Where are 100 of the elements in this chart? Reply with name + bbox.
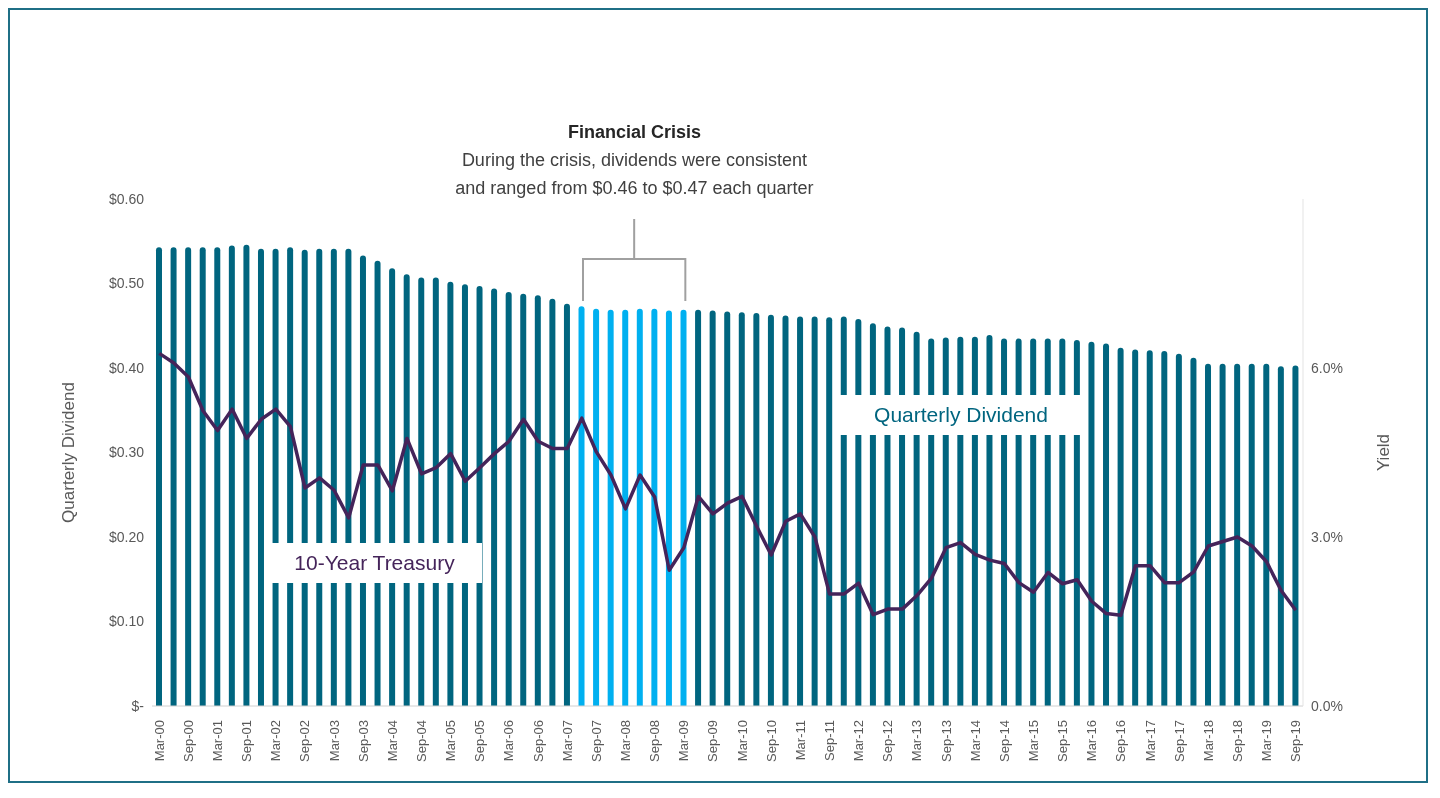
x-tick-label: Mar-12 bbox=[851, 720, 867, 762]
bar bbox=[1190, 357, 1197, 706]
x-tick-label: Sep-14 bbox=[996, 720, 1012, 762]
bar bbox=[185, 247, 192, 706]
x-tick-label: Sep-01 bbox=[239, 720, 255, 762]
y-tick-label: $0.40 bbox=[108, 359, 145, 376]
bar bbox=[665, 310, 672, 706]
bar bbox=[1248, 363, 1255, 706]
bar bbox=[1117, 347, 1124, 706]
x-tick-label: Mar-06 bbox=[501, 720, 517, 762]
bar bbox=[1234, 363, 1241, 706]
bar bbox=[214, 247, 221, 706]
y2-axis-title: Yield bbox=[1374, 433, 1394, 472]
bar bbox=[1263, 363, 1270, 706]
bar bbox=[636, 308, 643, 706]
x-tick-label: Mar-02 bbox=[268, 720, 284, 762]
bar bbox=[797, 316, 804, 706]
bar bbox=[724, 311, 731, 706]
text: and ranged from $0.46 to $0.47 each quarter bbox=[454, 177, 815, 200]
bar bbox=[228, 245, 235, 706]
bar bbox=[782, 315, 789, 706]
x-tick-label: Sep-07 bbox=[588, 720, 604, 762]
x-tick-label: Mar-09 bbox=[676, 720, 692, 762]
x-tick-label: Sep-15 bbox=[1055, 720, 1071, 762]
bar bbox=[1219, 363, 1226, 706]
x-tick-label: Sep-08 bbox=[647, 720, 663, 762]
bar bbox=[680, 309, 687, 706]
x-tick-label: Mar-18 bbox=[1200, 720, 1216, 762]
bar bbox=[1292, 365, 1299, 706]
bar bbox=[826, 317, 833, 706]
bar bbox=[578, 306, 585, 706]
bar bbox=[505, 291, 512, 706]
x-tick-label: Sep-03 bbox=[355, 720, 371, 762]
x-tick-label: Sep-12 bbox=[880, 720, 896, 762]
bar bbox=[1103, 343, 1110, 706]
bar bbox=[622, 309, 629, 706]
y2-tick-label: 6.0% bbox=[1311, 359, 1343, 376]
bar bbox=[1175, 353, 1182, 706]
x-tick-label: Sep-02 bbox=[297, 720, 313, 762]
x-tick-label: Sep-19 bbox=[1288, 720, 1304, 762]
x-tick-label: Mar-00 bbox=[151, 720, 167, 762]
y-tick-label: $0.20 bbox=[108, 528, 145, 545]
y-tick-label: $0.30 bbox=[108, 444, 145, 461]
x-tick-label: Mar-13 bbox=[909, 720, 925, 762]
x-tick-label: Sep-00 bbox=[180, 720, 196, 762]
x-tick-label: Sep-05 bbox=[472, 720, 488, 762]
y-axis-title: Quarterly Dividend bbox=[59, 382, 79, 523]
bar bbox=[1132, 349, 1139, 706]
x-tick-label: Mar-05 bbox=[443, 720, 459, 762]
x-tick-label: Sep-16 bbox=[1113, 720, 1129, 762]
bar bbox=[476, 286, 483, 706]
bar bbox=[767, 314, 774, 706]
bar bbox=[170, 247, 177, 706]
y2-tick-label: 3.0% bbox=[1311, 528, 1343, 545]
bar bbox=[257, 248, 264, 706]
bar bbox=[243, 244, 250, 706]
bar bbox=[491, 288, 498, 706]
bar bbox=[549, 298, 556, 706]
x-tick-label: Sep-10 bbox=[763, 720, 779, 762]
x-tick-label: Mar-11 bbox=[792, 720, 808, 761]
x-tick-label: Sep-11 bbox=[821, 720, 837, 761]
x-tick-label: Mar-07 bbox=[559, 720, 575, 762]
bar bbox=[563, 303, 570, 706]
bar bbox=[811, 316, 818, 706]
x-tick-label: Sep-13 bbox=[938, 720, 954, 762]
bar bbox=[520, 293, 527, 706]
bar bbox=[272, 248, 279, 706]
x-tick-label: Mar-16 bbox=[1084, 720, 1100, 762]
bar bbox=[1277, 366, 1284, 706]
x-tick-label: Mar-03 bbox=[326, 720, 342, 762]
x-tick-label: Sep-09 bbox=[705, 720, 721, 762]
text: 10-Year Treasury bbox=[294, 551, 455, 575]
bar bbox=[709, 310, 716, 706]
series-label: Quarterly Dividend bbox=[874, 403, 1048, 427]
x-tick-label: Sep-17 bbox=[1171, 720, 1187, 762]
line-series bbox=[157, 351, 1298, 618]
bar bbox=[651, 308, 658, 706]
x-tick-label: Mar-14 bbox=[967, 720, 983, 762]
bar bbox=[1205, 363, 1212, 706]
bar bbox=[156, 247, 162, 706]
x-tick-label: Mar-17 bbox=[1142, 720, 1158, 762]
y2-tick-label: 0.0% bbox=[1311, 697, 1343, 714]
x-tick-label: Sep-18 bbox=[1229, 720, 1245, 762]
y-tick-label: $0.60 bbox=[108, 190, 145, 207]
bar bbox=[199, 247, 206, 706]
bar bbox=[607, 309, 614, 706]
bar bbox=[1146, 350, 1153, 706]
bar bbox=[738, 312, 745, 706]
x-tick-label: Sep-06 bbox=[530, 720, 546, 762]
x-tick-label: Mar-10 bbox=[734, 720, 750, 762]
x-tick-label: Sep-04 bbox=[414, 720, 430, 762]
bar bbox=[534, 295, 541, 706]
y-tick-label: $- bbox=[131, 697, 145, 714]
bar bbox=[1161, 351, 1168, 706]
bar bbox=[695, 309, 702, 706]
y-tick-label: $0.10 bbox=[108, 613, 145, 630]
y-tick-label: $0.50 bbox=[108, 275, 145, 292]
x-tick-label: Mar-19 bbox=[1259, 720, 1275, 762]
text: Financial Crisis bbox=[566, 121, 702, 144]
x-tick-label: Mar-04 bbox=[384, 720, 400, 762]
